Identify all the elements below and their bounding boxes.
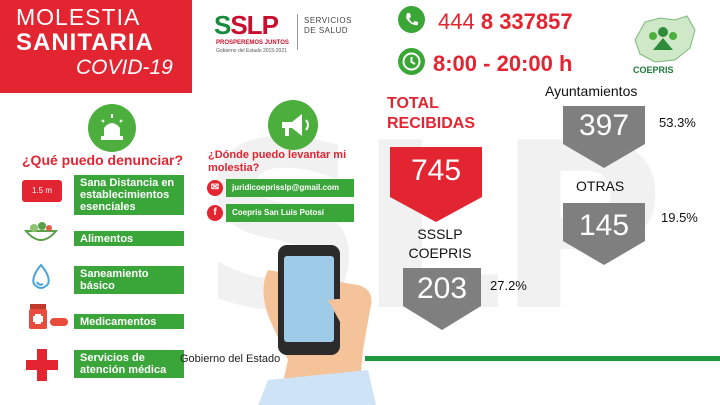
phone-number: 444 8 337857 [438,9,573,34]
total-shape [390,147,482,222]
title-line2: SANITARIA [16,29,154,56]
item-sana-distancia: Sana Distancia en establecimientos esenc… [74,175,184,215]
question-where: ¿Dónde puedo levantar mi molestia? [208,149,347,174]
facebook-icon: f [207,205,223,221]
coepris-logo: COEPRIS [625,10,705,80]
otras-value: 145 [578,209,630,242]
phone-icon [398,6,425,33]
slp-logo-tagline: PROSPEREMOS JUNTOS [216,40,289,46]
logo-divider [297,14,298,50]
email-address: juridicoeprisslp@gmail.com [226,179,354,197]
clock-icon [398,48,425,75]
item-saneamiento: Saneamiento básico [74,266,184,294]
item-medicamentos: Medicamentos [74,314,184,329]
distance-icon: 1.5 m [22,180,62,202]
slp-logo-dept: SERVICIOS DE SALUD [304,16,352,35]
ssslp-shape [403,268,481,330]
slp-logo-mark: SSLP [214,10,279,40]
hand-phone-illustration [258,245,376,405]
total-label: TOTAL RECIBIDAS [387,95,476,132]
food-icon [23,219,59,245]
question-denounce: ¿Qué puedo denunciar? [22,152,184,168]
ayuntamientos-label: Ayuntamientos [545,83,638,99]
siren-icon [88,104,136,152]
facebook-page: Coepris San Luis Potosí [226,204,354,222]
otras-label: OTRAS [576,178,625,194]
title-line1: MOLESTIA [16,4,141,30]
ayuntamientos-shape [563,106,645,168]
water-drop-icon [26,262,56,292]
hours-text: 8:00 - 20:00 h [433,51,573,76]
ssslp-percent: 27.2% [490,278,527,293]
medicine-icon [26,302,70,332]
email-icon: ✉ [207,180,223,196]
title-banner: MOLESTIA SANITARIA COVID-19 [0,0,192,93]
total-value: 745 [410,154,462,187]
item-alimentos: Alimentos [74,231,184,246]
slp-logo-sub: Gobierno del Estado 2015-2021 [216,48,287,54]
ssslp-label: SSSLP COEPRIS [408,226,472,261]
title-line3: COVID-19 [76,56,173,79]
otras-percent: 19.5% [661,210,698,225]
slp-logo: SSLP PROSPEREMOS JUNTOS Gobierno del Est… [214,10,384,60]
ssslp-value: 203 [416,272,468,305]
footer-green-line [365,356,720,361]
otras-shape [563,203,645,265]
item-servicios-medicos: Servicios de atención médica [74,350,184,378]
megaphone-icon [268,100,318,150]
medical-cross-icon [24,347,60,383]
footer-government: Gobierno del Estado [180,353,281,365]
ayuntamientos-value: 397 [578,109,630,142]
coepris-label: COEPRIS [633,65,674,75]
ayuntamientos-percent: 53.3% [659,115,696,130]
